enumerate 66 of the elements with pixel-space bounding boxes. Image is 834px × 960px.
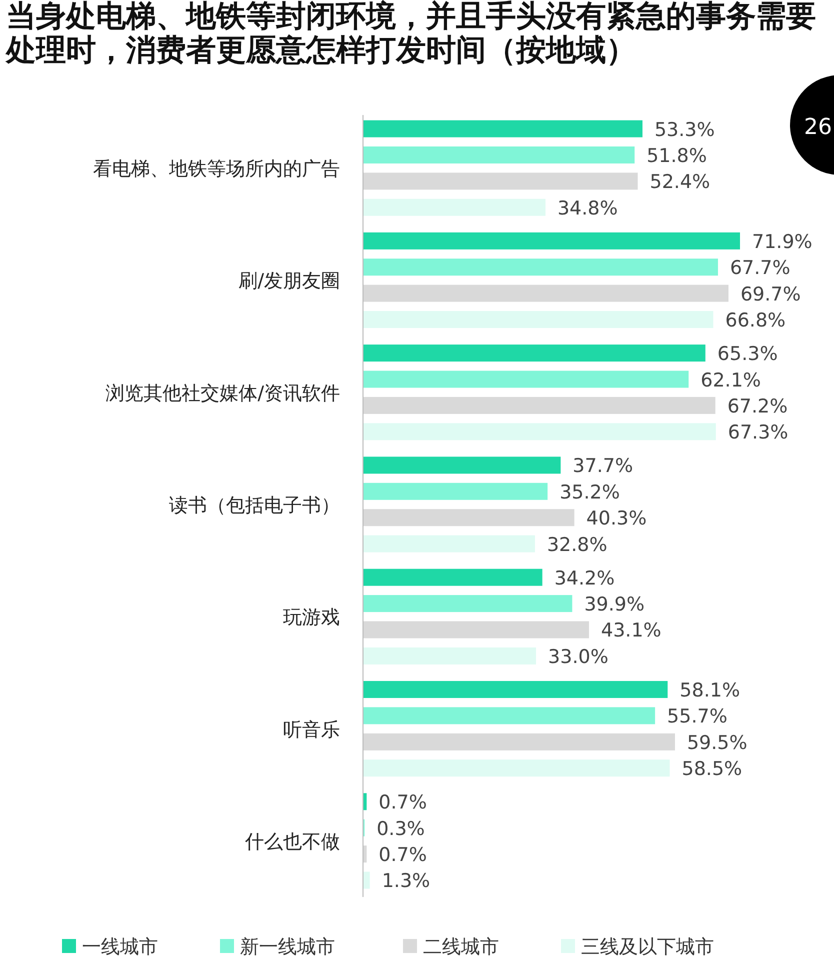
bar	[363, 172, 638, 190]
data-label: 40.3%	[586, 508, 647, 530]
bar	[363, 370, 689, 388]
bar	[363, 344, 706, 362]
data-label: 58.5%	[682, 758, 742, 780]
data-label: 37.7%	[572, 455, 634, 478]
data-label: 43.1%	[600, 620, 662, 642]
bar	[363, 311, 714, 328]
bar	[363, 232, 740, 250]
bar	[363, 568, 542, 586]
bar	[363, 760, 670, 777]
legend-label: 新一线城市	[240, 936, 335, 958]
bar	[363, 284, 728, 302]
bar	[363, 198, 546, 216]
bar	[363, 423, 716, 440]
bar	[363, 535, 535, 552]
text: 26	[804, 115, 832, 140]
data-label: 1.3%	[382, 870, 430, 892]
data-label: 39.9%	[584, 594, 645, 616]
data-label: 0.7%	[378, 844, 427, 866]
y-tick-label: 读书（包括电子书）	[169, 494, 340, 516]
data-label: 67.7%	[730, 257, 790, 280]
y-tick-label: 浏览其他社交媒体/资讯软件	[106, 382, 340, 404]
data-label: 0.7%	[378, 792, 427, 814]
legend-label: 二线城市	[423, 936, 499, 958]
bar	[363, 872, 370, 889]
data-label: 52.4%	[650, 171, 710, 194]
bar	[363, 707, 656, 724]
data-label: 65.3%	[717, 343, 778, 366]
y-tick-label: 玩游戏	[283, 606, 340, 629]
legend-label: 三线及以下城市	[581, 936, 714, 958]
data-label: 53.3%	[654, 118, 715, 141]
y-tick-label: 听音乐	[283, 718, 340, 741]
bar	[363, 680, 668, 698]
bar	[363, 595, 572, 612]
data-label: 55.7%	[667, 706, 728, 728]
bar	[363, 509, 574, 526]
data-label: 59.5%	[686, 732, 748, 754]
bar	[363, 120, 642, 138]
data-label: 67.3%	[728, 422, 788, 444]
data-label: 32.8%	[546, 534, 608, 556]
data-label: 58.1%	[680, 679, 740, 702]
data-label: 62.1%	[700, 369, 761, 392]
data-label: 34.8%	[557, 197, 618, 220]
data-label: 0.3%	[376, 818, 425, 840]
bar	[363, 733, 675, 750]
bar	[363, 456, 561, 474]
bar	[363, 146, 635, 164]
data-label: 69.7%	[740, 283, 801, 306]
y-tick-label: 刷/发朋友圈	[238, 270, 340, 292]
bar	[363, 482, 548, 500]
data-label: 67.2%	[727, 395, 788, 418]
bar	[363, 258, 718, 276]
data-label: 51.8%	[646, 144, 707, 167]
bar	[363, 647, 536, 664]
data-label: 66.8%	[725, 310, 786, 332]
legend-label: 一线城市	[82, 936, 158, 958]
data-label: 34.2%	[554, 567, 615, 590]
data-label: 35.2%	[560, 481, 620, 504]
data-label: 33.0%	[548, 646, 608, 668]
y-tick-label: 什么也不做	[244, 830, 340, 853]
bar	[363, 396, 716, 414]
y-tick-label: 看电梯、地铁等场所内的广告	[93, 158, 340, 180]
bar	[363, 621, 589, 638]
data-label: 71.9%	[752, 230, 812, 253]
chart-title: 当身处电梯、地铁等封闭环境，并且手头没有紧急的事务需要处理时，消费者更愿意怎样打发时间（按地域）	[6, 0, 817, 68]
